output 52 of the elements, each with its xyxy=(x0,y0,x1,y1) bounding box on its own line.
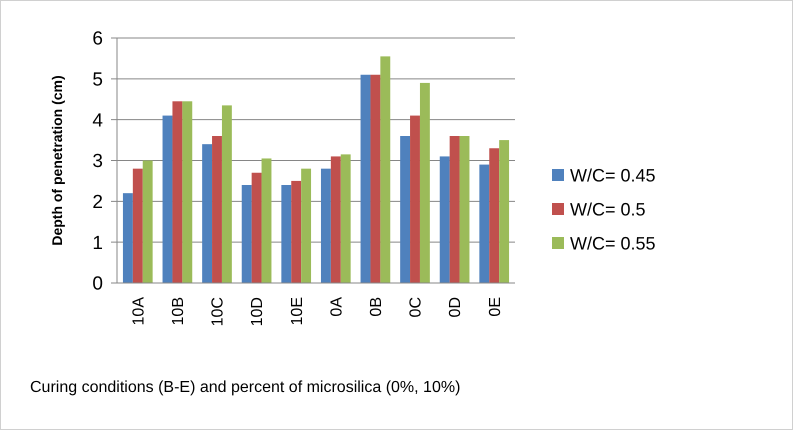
bar xyxy=(242,185,252,283)
legend-label: W/C= 0.5 xyxy=(570,199,646,220)
bar xyxy=(132,168,143,283)
bar xyxy=(330,156,341,283)
bar xyxy=(301,168,312,283)
x-tick-label: 10C xyxy=(210,297,227,326)
y-tick-label: 3 xyxy=(92,151,103,172)
x-tick-label: 0B xyxy=(368,297,386,317)
x-axis-title: Curing conditions (B-E) and percent of microsilica (0%, 10%) xyxy=(30,379,460,396)
bar xyxy=(400,136,410,283)
x-tick-label: 10D xyxy=(249,297,266,326)
bar xyxy=(281,185,292,283)
y-tick-label: 6 xyxy=(92,28,103,50)
bar xyxy=(262,158,272,283)
bar xyxy=(479,164,490,283)
bar xyxy=(162,116,172,283)
bar xyxy=(420,82,430,283)
bar xyxy=(410,116,420,283)
bar xyxy=(460,136,470,283)
bar xyxy=(380,56,390,283)
bar xyxy=(182,101,192,283)
bar xyxy=(450,136,460,283)
bar xyxy=(122,193,133,283)
y-tick-label: 1 xyxy=(92,232,103,254)
x-tick-label: 0C xyxy=(408,297,425,318)
x-tick-label: 0A xyxy=(328,296,346,317)
x-tick-label: 10E xyxy=(288,297,306,326)
bar xyxy=(172,101,182,283)
bar xyxy=(360,74,370,283)
bar xyxy=(222,105,232,283)
bar xyxy=(202,144,212,283)
y-tick-label: 5 xyxy=(92,69,103,90)
x-tick-label: 10A xyxy=(130,296,148,326)
x-tick-label: 0D xyxy=(447,297,464,318)
bar xyxy=(370,74,380,283)
bar xyxy=(340,154,351,283)
x-tick-label: 0E xyxy=(486,297,504,317)
y-tick-label: 0 xyxy=(92,274,103,295)
bar xyxy=(489,148,500,283)
y-tick-label: 4 xyxy=(92,110,104,132)
bar xyxy=(320,168,331,283)
bar xyxy=(440,156,450,283)
bar xyxy=(252,172,262,283)
bar xyxy=(212,136,222,283)
bar xyxy=(499,140,510,283)
legend-label: W/C= 0.55 xyxy=(570,233,656,254)
legend-label: W/C= 0.45 xyxy=(570,165,656,186)
y-tick-label: 2 xyxy=(92,192,103,213)
y-axis-title: Depth of penetration (cm) xyxy=(49,75,65,246)
bar xyxy=(291,180,302,283)
x-tick-label: 10B xyxy=(170,297,187,326)
bar xyxy=(142,160,153,283)
